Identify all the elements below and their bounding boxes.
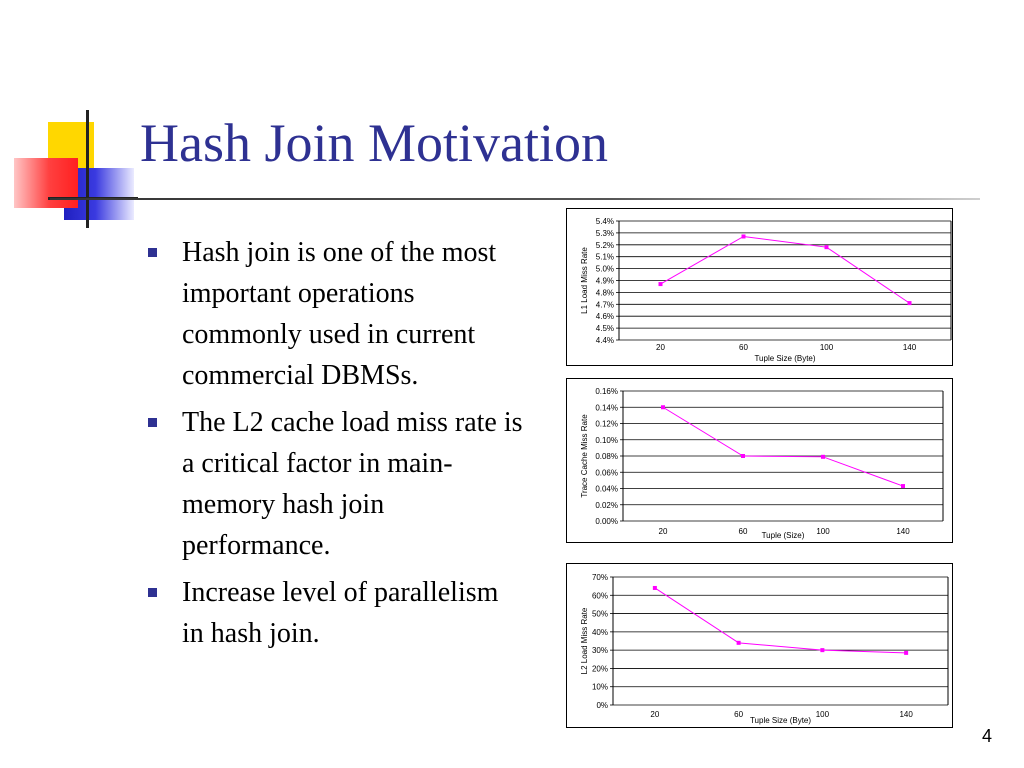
x-tick-label: 140 [896,527,910,536]
bullet-text: Hash join is one of the most important o… [182,237,497,391]
y-tick-label: 4.9% [596,277,614,286]
y-tick-label: 5.1% [596,253,614,262]
bullet-item: The L2 cache load miss rate is a critica… [146,402,526,566]
x-tick-label: 140 [903,343,917,352]
x-tick-label: 140 [899,710,913,719]
y-tick-label: 0.04% [595,485,618,494]
x-axis-label: Tuple Size (Byte) [750,716,811,725]
x-axis-label: Tuple Size (Byte) [754,354,815,363]
bullet-square-icon [148,588,157,597]
title-underline [50,198,980,200]
series-line [654,587,907,654]
y-tick-label: 70% [592,573,608,582]
bullet-square-icon [148,418,157,427]
y-tick-label: 40% [592,628,608,637]
y-tick-label: 50% [592,610,608,619]
bullet-text: The L2 cache load miss rate is a critica… [182,407,523,561]
x-tick-label: 20 [659,527,668,536]
corner-decoration [0,100,140,230]
y-tick-label: 0.12% [595,420,618,429]
y-tick-label: 60% [592,591,608,600]
y-tick-label: 5.3% [596,229,614,238]
x-tick-label: 100 [820,343,834,352]
bullet-text: Increase level of parallelism in hash jo… [182,577,499,649]
y-tick-label: 5.2% [596,241,614,250]
y-tick-label: 5.4% [596,217,614,226]
x-tick-label: 60 [739,527,748,536]
y-tick-label: 0.16% [595,387,618,396]
x-axis-label: Tuple (Size) [762,531,805,540]
data-point [824,245,829,250]
y-tick-label: 5.0% [596,265,614,274]
y-tick-label: 0.14% [595,403,618,412]
x-tick-label: 20 [650,710,659,719]
chart-trace-cache-miss-rate: 0.16% 0.14% 0.12% 0.10% 0.08% 0.06% 0.04% 0.02%… [566,378,953,543]
y-tick-label: 30% [592,646,608,655]
data-point [741,454,745,458]
series-line [662,406,904,487]
chart-svg: 0.16% 0.14% 0.12% 0.10% 0.08% 0.06% 0.04% 0.02%… [580,387,944,540]
x-tick-label: 60 [739,343,748,352]
deco-red-square [14,158,78,208]
y-tick-label: 0.10% [595,436,618,445]
y-tick-label: 10% [592,683,608,692]
chart-svg: 70% 60% 50% 40% 30% 20% 10% 0% 20 60 100 140 Tuple S… [580,573,949,725]
x-tick-label: 100 [816,527,830,536]
series-line [660,235,910,304]
y-axis-label: Trace Cache Miss Rate [580,414,589,498]
y-tick-label: 4.5% [596,324,614,333]
y-tick-label: 0% [596,701,608,710]
chart-l1-load-miss-rate: 5.4% 5.3% 5.2% 5.1% 5.0% 4.9% 4.8% 4.7% 4.6% 4.5%… [566,208,953,366]
y-tick-label: 4.4% [596,336,614,345]
slide-title: Hash Join Motivation [140,113,608,173]
x-tick-label: 100 [816,710,830,719]
bullet-item: Increase level of parallelism in hash jo… [146,572,526,654]
chart-l2-load-miss-rate: 70% 60% 50% 40% 30% 20% 10% 0% 20 60 100 140 Tuple S… [566,563,953,728]
data-point [658,282,663,287]
page-number: 4 [981,726,992,746]
data-point [907,301,912,306]
chart-svg: 5.4% 5.3% 5.2% 5.1% 5.0% 4.9% 4.8% 4.7% 4.6% 4.5%… [580,217,952,363]
y-tick-label: 4.6% [596,312,614,321]
y-axis-label: L1 Load Miss Rate [580,247,589,314]
data-point [741,234,746,239]
y-tick-label: 20% [592,664,608,673]
y-tick-label: 4.7% [596,300,614,309]
y-tick-label: 4.8% [596,288,614,297]
y-tick-label: 0.00% [595,517,618,526]
x-tick-label: 60 [734,710,743,719]
data-point [736,640,741,645]
y-axis-label: L2 Load Miss Rate [580,607,589,674]
bullet-square-icon [148,248,157,257]
x-tick-label: 20 [656,343,665,352]
data-point [901,484,905,489]
data-point [821,454,825,459]
bullet-item: Hash join is one of the most important o… [146,232,526,396]
y-tick-label: 0.06% [595,468,618,477]
data-point [661,405,665,410]
data-point [820,648,825,653]
data-point [904,650,909,655]
bullet-list: Hash join is one of the most important o… [146,232,526,660]
y-tick-label: 0.08% [595,452,618,461]
data-point [652,585,657,590]
y-tick-label: 0.02% [595,501,618,510]
deco-vertical-line [86,110,89,228]
